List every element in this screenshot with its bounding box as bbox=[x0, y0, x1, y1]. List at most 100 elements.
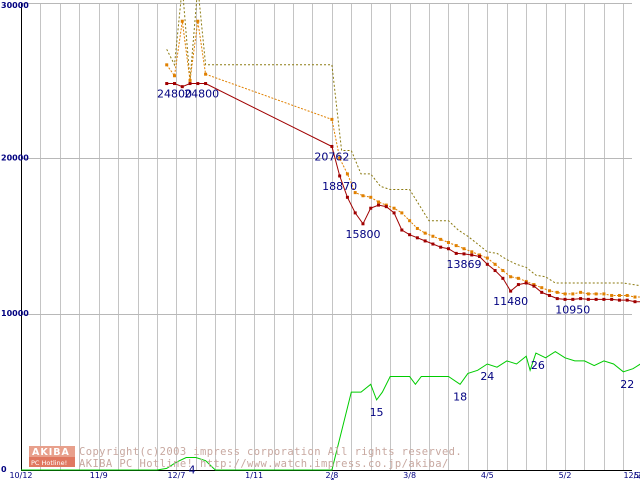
data-point-avg_price bbox=[532, 283, 536, 287]
data-point-avg_price bbox=[625, 293, 629, 297]
data-point-min_price bbox=[369, 206, 373, 210]
data-point-avg_price bbox=[415, 226, 419, 230]
data-point-min_price bbox=[493, 269, 497, 273]
data-label-shop_count: 4 bbox=[328, 476, 335, 480]
url-text: AKIBA PC Hotline! http://www.watch.impre… bbox=[79, 458, 449, 470]
data-point-min_price bbox=[423, 239, 427, 243]
series-layer bbox=[21, 0, 640, 471]
data-label-min_price: 18870 bbox=[322, 180, 357, 193]
data-point-avg_price bbox=[439, 237, 443, 241]
logo-text-bottom: PC Hotline! bbox=[31, 459, 67, 467]
data-point-min_price bbox=[532, 284, 536, 288]
data-point-min_price bbox=[594, 297, 598, 301]
data-point-avg_price bbox=[610, 293, 614, 297]
x-tick-label: 11/9 bbox=[90, 471, 108, 480]
data-point-min_price bbox=[555, 297, 559, 301]
data-point-avg_price bbox=[423, 231, 427, 235]
copyright-text: Copyright(c)2003 impress corporation All… bbox=[79, 446, 462, 458]
data-point-avg_price bbox=[172, 74, 176, 78]
data-point-min_price bbox=[540, 290, 544, 294]
x-tick-label: 12/7 bbox=[167, 471, 185, 480]
y-tick-label: 30000 bbox=[1, 1, 29, 10]
data-point-avg_price bbox=[400, 211, 404, 215]
data-point-min_price bbox=[377, 203, 381, 207]
data-label-min_price: 24800 bbox=[157, 88, 192, 101]
data-point-min_price bbox=[431, 242, 435, 246]
data-label-shop_count: 22 bbox=[620, 378, 634, 391]
data-point-min_price bbox=[408, 233, 412, 237]
logo-box-top bbox=[29, 446, 75, 457]
data-point-min_price bbox=[625, 298, 629, 302]
grid-lines bbox=[21, 3, 632, 471]
x-tick-label: 5/2 bbox=[559, 471, 572, 480]
data-point-min_price bbox=[524, 281, 528, 285]
y-tick-label: 0 bbox=[1, 465, 7, 474]
data-point-min_price bbox=[571, 297, 575, 301]
data-point-min_price bbox=[470, 253, 474, 257]
data-point-avg_price bbox=[501, 269, 505, 273]
data-point-min_price bbox=[509, 289, 513, 293]
data-point-avg_price bbox=[540, 286, 544, 290]
data-point-min_price bbox=[330, 144, 334, 148]
data-point-min_price bbox=[462, 252, 466, 256]
x-tick-label: 3/8 bbox=[403, 471, 416, 480]
data-point-avg_price bbox=[586, 292, 590, 296]
data-point-min_price bbox=[204, 82, 208, 86]
x-tick-label: 10/12 bbox=[9, 471, 32, 480]
logo-box-bottom bbox=[29, 457, 75, 467]
data-label-min_price: 10950 bbox=[555, 303, 590, 316]
data-label-shop_count: 18 bbox=[453, 390, 467, 403]
data-point-avg_price bbox=[493, 262, 497, 266]
data-point-avg_price bbox=[462, 247, 466, 251]
data-point-avg_price bbox=[516, 276, 520, 280]
data-point-min_price bbox=[400, 228, 404, 232]
data-point-min_price bbox=[338, 174, 342, 178]
data-point-avg_price bbox=[377, 200, 381, 204]
data-point-min_price bbox=[180, 85, 184, 89]
x-tick-label: 1/11 bbox=[245, 471, 263, 480]
data-point-avg_price bbox=[509, 275, 513, 279]
data-point-avg_price bbox=[579, 290, 583, 294]
data-point-min_price bbox=[602, 297, 606, 301]
data-point-avg_price bbox=[431, 234, 435, 238]
data-point-min_price bbox=[563, 297, 567, 301]
data-point-min_price bbox=[384, 205, 388, 209]
data-label-min_price: 11480 bbox=[493, 295, 528, 308]
data-point-avg_price bbox=[361, 194, 365, 198]
x-tick-label: 2/8 bbox=[325, 471, 338, 480]
data-point-avg_price bbox=[338, 156, 342, 160]
data-point-min_price bbox=[516, 283, 520, 287]
series-line-avg_price bbox=[166, 21, 640, 298]
data-point-min_price bbox=[353, 211, 357, 215]
data-point-min_price bbox=[392, 211, 396, 215]
data-label-min_price: 24800 bbox=[184, 88, 219, 101]
data-label-shop_count: 26 bbox=[531, 359, 545, 372]
data-point-avg_price bbox=[633, 295, 637, 299]
x-tick-label: 5/31 bbox=[634, 471, 640, 480]
data-label-min_price: 20762 bbox=[314, 150, 349, 163]
data-label-shop_count: 15 bbox=[370, 406, 384, 419]
data-point-min_price bbox=[415, 236, 419, 240]
data-point-avg_price bbox=[547, 289, 551, 293]
data-point-avg_price bbox=[571, 292, 575, 296]
data-point-min_price bbox=[610, 297, 614, 301]
data-point-min_price bbox=[586, 297, 590, 301]
data-point-min_price bbox=[454, 251, 458, 255]
data-point-avg_price bbox=[563, 292, 567, 296]
data-point-min_price bbox=[485, 262, 489, 266]
x-tick-label: 12/27 bbox=[623, 471, 640, 480]
data-point-avg_price bbox=[555, 290, 559, 294]
data-point-min_price bbox=[196, 82, 200, 86]
data-point-min_price bbox=[439, 245, 443, 249]
data-point-min_price bbox=[188, 82, 192, 86]
data-point-avg_price bbox=[204, 72, 208, 76]
data-point-avg_price bbox=[330, 117, 334, 121]
data-point-min_price bbox=[446, 247, 450, 251]
data-label-min_price: 15800 bbox=[345, 228, 380, 241]
data-point-avg_price bbox=[392, 206, 396, 210]
x-tick-label: 4/5 bbox=[481, 471, 494, 480]
data-point-avg_price bbox=[446, 240, 450, 244]
data-point-avg_price bbox=[594, 292, 598, 296]
